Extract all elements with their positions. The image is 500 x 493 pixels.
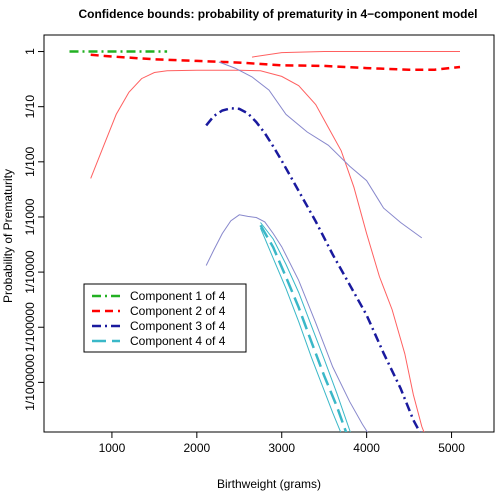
series-line-2	[90, 53, 461, 71]
y-tick-label: 1/10	[23, 95, 37, 119]
confidence-bound-line	[260, 227, 342, 432]
series-lines	[69, 50, 461, 432]
series-line-4	[259, 224, 348, 432]
x-axis-label: Birthweight (grams)	[217, 477, 321, 491]
legend-label: Component 1 of 4	[130, 289, 226, 303]
legend-label: Component 3 of 4	[130, 319, 226, 333]
x-tick-label: 5000	[438, 441, 465, 455]
y-axis: 1 1/10 1/100 1/1000 1/10000 1/100000 1/1000000	[23, 48, 44, 411]
confidence-bound-line	[260, 222, 351, 432]
x-tick-label: 4000	[353, 441, 380, 455]
plot-frame	[43, 34, 495, 433]
x-tick-label: 3000	[268, 441, 295, 455]
confidence-bound-line	[90, 69, 425, 432]
x-axis: 1000 2000 3000 4000 5000	[99, 432, 465, 455]
chart-title: Confidence bounds: probability of premat…	[78, 7, 477, 21]
y-axis-label: Probability of Prematurity	[1, 169, 15, 303]
series-line-3	[205, 107, 422, 432]
legend-label: Component 2 of 4	[130, 304, 226, 318]
y-tick-label: 1	[23, 48, 37, 55]
x-tick-label: 2000	[183, 441, 210, 455]
y-tick-label: 1/100000	[23, 302, 37, 352]
y-tick-label: 1/10000	[23, 250, 37, 294]
confidence-bound-line	[205, 214, 368, 432]
y-tick-label: 1/100	[23, 146, 37, 176]
confidence-bound-line	[251, 51, 460, 58]
confidence-bound-line	[218, 61, 423, 239]
y-tick-label: 1/1000000	[23, 354, 37, 411]
legend-label: Component 4 of 4	[130, 334, 226, 348]
x-tick-label: 1000	[99, 441, 126, 455]
y-tick-label: 1/1000	[23, 198, 37, 235]
